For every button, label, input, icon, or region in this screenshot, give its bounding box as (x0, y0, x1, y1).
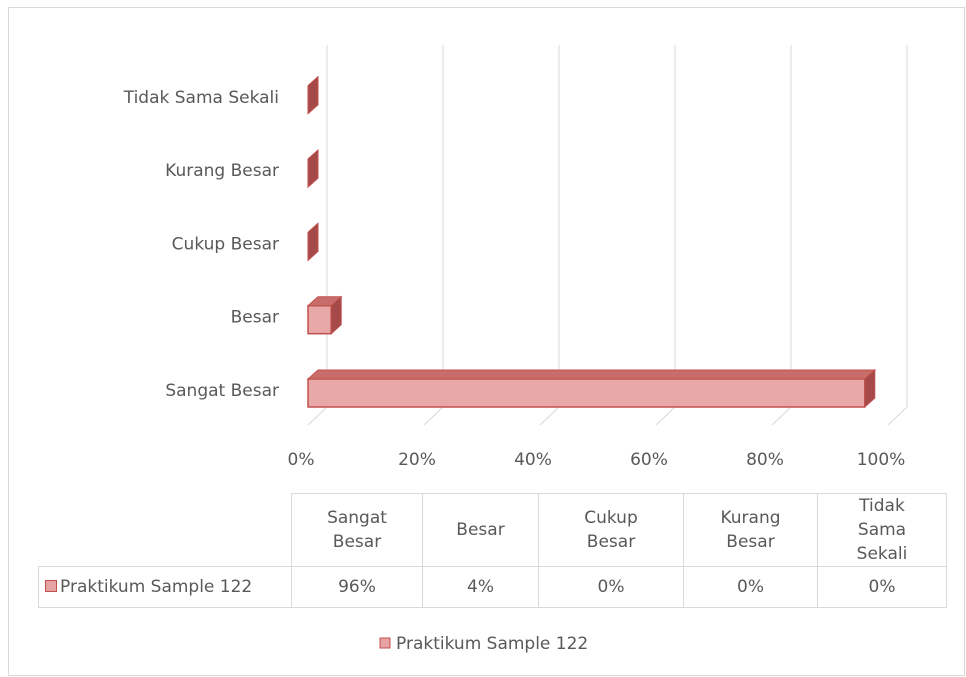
bar-side (307, 148, 319, 189)
bar-side (330, 295, 342, 335)
table-header: Tidak Sama Sekali (817, 493, 947, 567)
table-header: Sangat Besar (291, 493, 423, 567)
table-corner (38, 493, 292, 567)
y-tick-label: Kurang Besar (165, 161, 279, 181)
bar-front (307, 378, 866, 408)
table-value: 96% (291, 566, 423, 608)
table-value: 0% (817, 566, 947, 608)
table-series-name: Praktikum Sample 122 (60, 577, 253, 597)
bar-side (307, 222, 319, 262)
bar-side (307, 75, 319, 115)
x-tick-label: 60% (630, 450, 668, 470)
table-legend-swatch (45, 580, 57, 592)
y-tick-label: Cukup Besar (172, 234, 279, 254)
table-value: 0% (538, 566, 684, 608)
table-series-cell: Praktikum Sample 122 (38, 566, 292, 608)
floor-line (307, 406, 328, 426)
bar (306, 295, 343, 335)
x-tick-label: 20% (398, 450, 436, 470)
floor-line (539, 406, 560, 426)
table-header-row: Sangat Besar Besar Cukup Besar Kurang Besar… (38, 493, 947, 567)
bar-side (864, 368, 876, 409)
floor-line (655, 406, 676, 426)
x-tick-label: 100% (857, 450, 906, 470)
legend-label: Praktikum Sample 122 (396, 634, 588, 654)
table-header: Kurang Besar (683, 493, 818, 567)
y-tick-label: Sangat Besar (165, 381, 279, 401)
table-row: Praktikum Sample 122 96% 4% 0% 0% 0% (38, 566, 947, 608)
bar (307, 148, 319, 189)
bar-front (307, 304, 332, 335)
x-tick-label: 0% (288, 450, 315, 470)
floor-line (423, 406, 444, 426)
legend-swatch (379, 637, 391, 649)
table-header: Cukup Besar (538, 493, 684, 567)
floor-line (887, 406, 908, 426)
x-tick-label: 40% (514, 450, 552, 470)
bar (307, 75, 319, 115)
bar (306, 368, 877, 409)
table-value: 0% (683, 566, 818, 608)
x-tick-label: 80% (746, 450, 784, 470)
chart-border (8, 7, 965, 676)
bar-top (306, 369, 877, 380)
table-header: Besar (422, 493, 539, 567)
table-value: 4% (422, 566, 539, 608)
data-table: Sangat Besar Besar Cukup Besar Kurang Besar… (38, 493, 947, 608)
y-tick-label: Tidak Sama Sekali (123, 88, 279, 108)
floor-line (771, 406, 792, 426)
y-tick-label: Besar (231, 308, 279, 328)
bar (307, 222, 319, 262)
